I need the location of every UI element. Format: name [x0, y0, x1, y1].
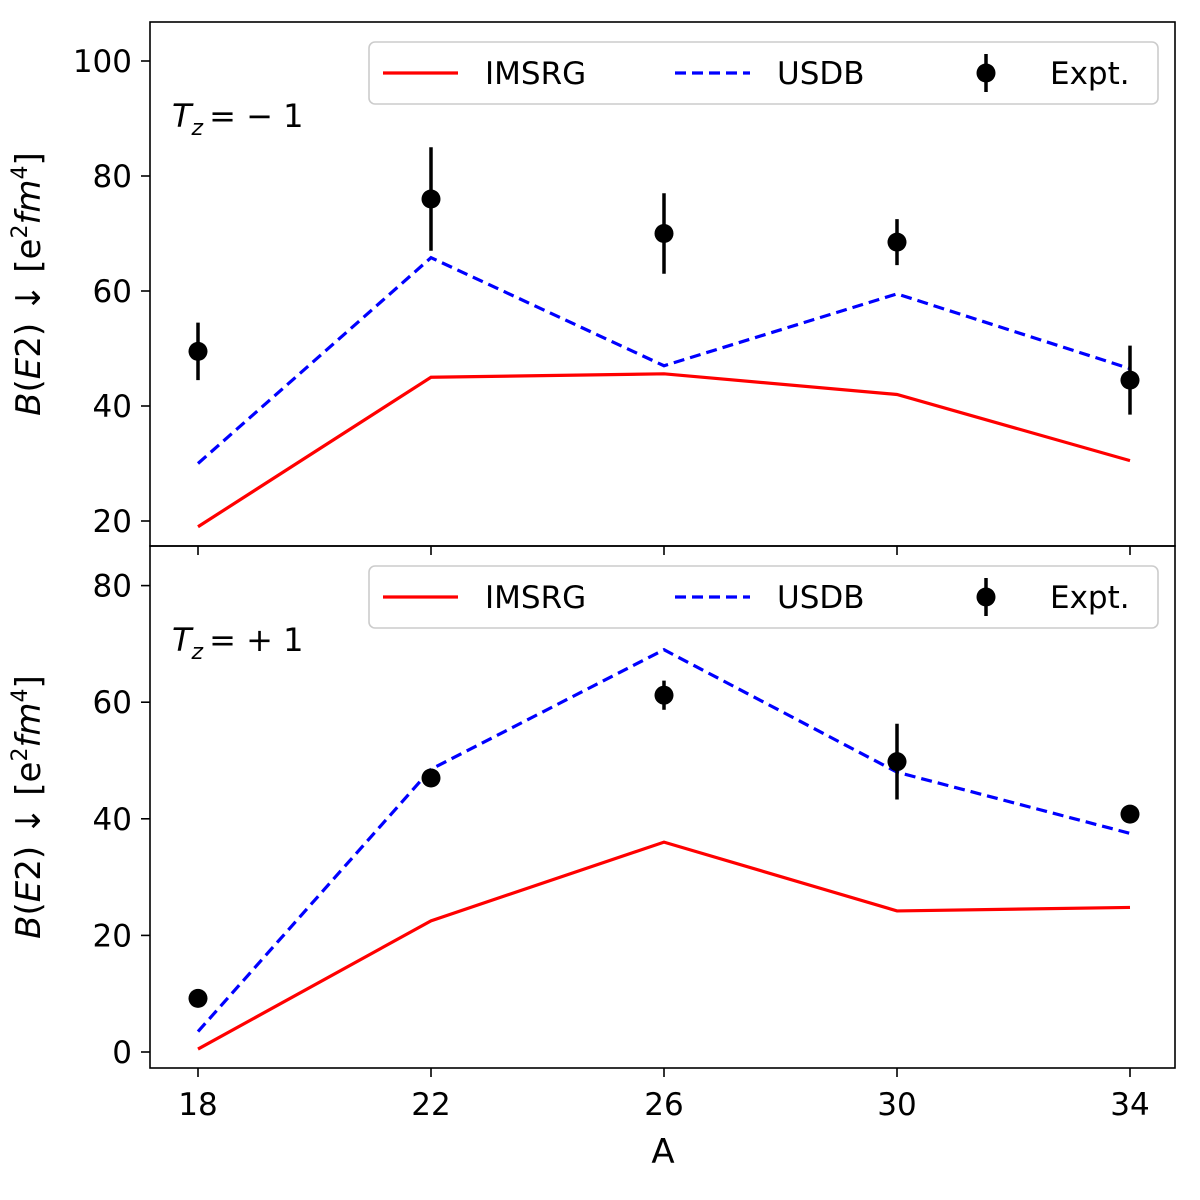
panel-annotation: Tz = + 1: [172, 621, 303, 665]
expt-point: [421, 189, 441, 209]
expt-point: [188, 988, 208, 1008]
expt-point: [887, 232, 907, 252]
expt-point: [654, 685, 674, 705]
y-label-part: (: [9, 379, 49, 392]
y-axis-label: B(E2) ↓ [e2fm4]: [8, 152, 49, 416]
expt-point: [188, 341, 208, 361]
legend-usdb-label: USDB: [777, 56, 865, 92]
panel-top: 20 40 60 80 100 B(E2) ↓ [e2fm4] Tz = − 1 IMSRG US…: [8, 21, 1176, 555]
y-tick-label: 20: [93, 504, 132, 540]
annotation-rest: = − 1: [209, 97, 303, 135]
y-tick-label: 80: [93, 569, 132, 605]
y-tick-label: 40: [93, 802, 132, 838]
y-label-part: E: [9, 357, 49, 379]
expt-point: [1120, 370, 1140, 390]
legend-expt-swatch: [976, 63, 996, 83]
y-tick-label: 0: [112, 1035, 132, 1071]
y-tick-label: 40: [93, 389, 132, 425]
x-tick-label: 30: [877, 1087, 916, 1123]
plot-frame: [149, 545, 1176, 1069]
legend-imsrg-label: IMSRG: [485, 56, 586, 92]
expt-point: [654, 224, 674, 243]
y-label-part: fm: [9, 179, 49, 224]
y-label-part: fm: [9, 702, 49, 747]
y-label-part: 2) ↓ [e: [9, 239, 49, 358]
x-tick-label: 22: [411, 1087, 450, 1123]
y-tick-label: 80: [93, 159, 132, 195]
panel-annotation: Tz = − 1: [172, 97, 303, 141]
usdb-series-line: [196, 647, 1131, 1033]
annotation-sub: z: [191, 640, 204, 665]
legend-expt-swatch: [976, 587, 996, 607]
annotation-sub: z: [191, 116, 204, 141]
panel-bottom: 0 20 40 60 80 18 22 26 30 34 B(E2) ↓ [e2fm4] Tz = + …: [8, 545, 1176, 1123]
y-label-part: 2) ↓ [e: [9, 762, 49, 881]
y-tick-label: 60: [93, 685, 132, 721]
legend-expt-label: Expt.: [1050, 56, 1130, 92]
y-axis-label: B(E2) ↓ [e2fm4]: [8, 675, 49, 939]
usdb-series-line: [196, 255, 1131, 465]
y-label-part: B: [9, 392, 49, 415]
y-tick-label: 60: [93, 274, 132, 310]
legend-usdb-label: USDB: [777, 580, 865, 616]
x-tick-label: 34: [1110, 1087, 1149, 1123]
y-label-sup: 2: [8, 225, 33, 239]
annotation-var: T: [172, 621, 194, 659]
expt-point: [1120, 804, 1140, 824]
y-label-part: ]: [9, 675, 49, 688]
x-tick-label: 18: [178, 1087, 217, 1123]
expt-point: [421, 768, 441, 788]
imsrg-series-line: [197, 372, 1131, 529]
x-tick-label: 26: [644, 1087, 683, 1123]
legend-box: [368, 41, 1159, 105]
annotation-rest: = + 1: [209, 621, 303, 659]
y-tick-label: 100: [73, 44, 132, 80]
y-label-part: (: [9, 902, 49, 915]
expt-point: [887, 752, 907, 772]
y-label-part: E: [9, 880, 49, 902]
y-label-sup: 4: [8, 688, 33, 702]
y-label-part: B: [9, 915, 49, 938]
y-tick-label: 20: [93, 918, 132, 954]
annotation-var: T: [172, 97, 194, 135]
legend-box: [368, 565, 1159, 629]
legend-imsrg-label: IMSRG: [485, 580, 586, 616]
y-label-part: ]: [9, 152, 49, 165]
y-label-sup: 4: [8, 165, 33, 179]
imsrg-series-line: [197, 840, 1131, 1051]
legend-expt-label: Expt.: [1050, 580, 1130, 616]
y-label-sup: 2: [8, 748, 33, 762]
x-axis-label: A: [651, 1132, 674, 1172]
